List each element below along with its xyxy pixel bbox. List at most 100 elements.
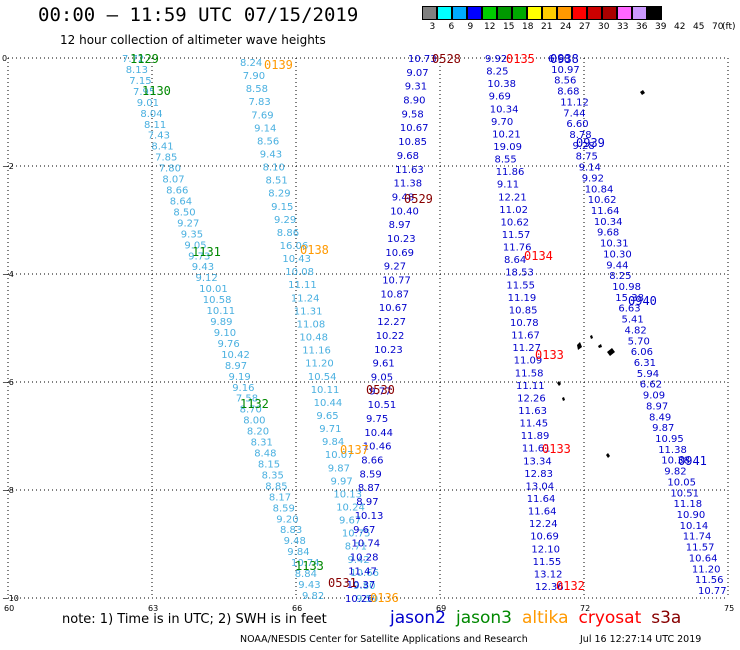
swh-value: 8.29 (268, 189, 290, 200)
legend-entry: jason2 (390, 608, 446, 628)
swh-value: 6.06 (631, 347, 653, 358)
swh-value: 11.09 (514, 356, 543, 367)
swh-value: 9.27 (177, 218, 199, 229)
swh-value: 8.17 (269, 492, 291, 503)
swh-value: 10.23 (387, 234, 416, 245)
swh-value: 10.84 (585, 184, 614, 195)
swh-value: 9.84 (287, 547, 309, 558)
swh-value: 9.87 (652, 423, 674, 434)
swh-value: 9.35 (181, 229, 203, 240)
swh-value: 10.13 (333, 489, 362, 500)
swh-value: 11.24 (291, 293, 320, 304)
pass-time-label: 0136 (370, 591, 399, 605)
swh-value: 11.20 (305, 359, 334, 370)
swh-value: 10.69 (530, 532, 559, 543)
swh-value: 8.49 (649, 412, 671, 423)
swh-value: 9.89 (210, 317, 232, 328)
swh-value: 10.34 (594, 217, 623, 228)
swh-value: 7.15 (129, 76, 151, 87)
swh-value: 11.64 (528, 507, 557, 518)
swh-value: 9.10 (214, 328, 236, 339)
swh-value: 10.11 (311, 385, 340, 396)
swh-value: 8.68 (557, 87, 579, 98)
swh-value: 10.74 (291, 558, 320, 569)
swh-value: 9.69 (489, 92, 511, 103)
swh-value: 10.66 (350, 568, 379, 579)
swh-value: 10.01 (199, 284, 228, 295)
swh-value: 5.41 (622, 315, 644, 326)
swh-value: 9.19 (229, 372, 251, 383)
island-shape (590, 335, 593, 339)
swh-value: 7.80 (159, 164, 181, 175)
swh-value: 8.41 (151, 142, 173, 153)
pass-time-label: 0939 (576, 136, 605, 150)
swh-value: 8.86 (277, 228, 299, 239)
x-axis-label: 69 (436, 604, 446, 613)
swh-value: 9.68 (397, 151, 419, 162)
island-shape (606, 453, 610, 458)
swh-value: 9.59 (356, 594, 378, 605)
island-shape (607, 348, 615, 356)
swh-value: 9.28 (573, 141, 595, 152)
swh-value: 9.82 (302, 591, 324, 602)
pass-time-label: 1129 (130, 52, 159, 66)
colorbar-swatch (512, 6, 527, 20)
swh-value: 12.36 (535, 582, 564, 593)
colorbar-swatch (542, 6, 557, 20)
swh-value: 10.64 (689, 553, 718, 564)
swh-value: 8.66 (166, 186, 188, 197)
colorbar-label: 3 (429, 22, 436, 32)
swh-value: 7.43 (148, 131, 170, 142)
swh-value: 11.02 (499, 205, 528, 216)
pass-time-label: 0529 (404, 192, 433, 206)
swh-value: 11.61 (522, 444, 551, 455)
swh-value: 10.78 (510, 318, 539, 329)
pass-time-label: 1132 (240, 397, 269, 411)
y-axis-label: −2 (2, 162, 14, 171)
swh-value: 9.48 (392, 193, 414, 204)
swh-value: 9.12 (196, 273, 218, 284)
swh-value: 8.48 (254, 449, 276, 460)
pass-time-label: 0137 (340, 443, 369, 457)
swh-value: 11.57 (502, 230, 531, 241)
swh-value: 10.77 (382, 276, 411, 287)
swh-value: 11.55 (506, 280, 535, 291)
satellite-legend: jason2 jason3 altika cryosat s3a (390, 608, 691, 628)
swh-value: 7.58 (236, 394, 258, 405)
swh-value: 8.75 (576, 152, 598, 163)
swh-value: 18.53 (505, 268, 534, 279)
satellite-tracks: 7.728.137.157.959.018.048.117.438.417.85… (122, 54, 727, 605)
pass-time-label: 0531 (328, 576, 357, 590)
island-shape (562, 397, 565, 401)
swh-value: 9.43 (192, 262, 214, 273)
swh-value: 10.14 (680, 521, 709, 532)
swh-value: 10.87 (381, 289, 410, 300)
colorbar-label: 9 (467, 22, 474, 32)
x-axis-label: 60 (4, 604, 14, 613)
colorbar-label: 42 (674, 22, 686, 32)
colorbar-swatch (617, 6, 632, 20)
colorbar-label: 39 (655, 22, 667, 32)
colorbar-label: 45 (693, 22, 705, 32)
swh-value: 9.61 (373, 359, 395, 370)
footnote: note: 1) Time is in UTC; 2) SWH is in fe… (62, 612, 327, 627)
swh-colorbar: 3 6 9 12 15 18 21 24 27 30 33 36 39 42 45 70 (ft) (422, 6, 736, 32)
swh-value: 9.71 (319, 424, 341, 435)
swh-value: 10.08 (285, 267, 314, 278)
swh-value: 9.97 (331, 476, 353, 487)
swh-value: 7.83 (249, 97, 271, 108)
colorbar-swatch (587, 6, 602, 20)
swh-value: 10.46 (363, 442, 392, 453)
pass-time-label: 0528 (432, 52, 461, 66)
colorbar-swatch (602, 6, 617, 20)
swh-value: 6.60 (566, 119, 588, 130)
swh-value: 6.62 (640, 380, 662, 391)
swh-value: 10.73 (408, 54, 437, 65)
pass-time-label: 0938 (550, 52, 579, 66)
legend-entry: altika (522, 608, 569, 628)
swh-value: 8.20 (247, 427, 269, 438)
pass-time-label: 0941 (678, 454, 707, 468)
pass-time-label: 0132 (556, 579, 585, 593)
swh-value: 8.66 (361, 456, 383, 467)
swh-value: 10.40 (390, 206, 419, 217)
